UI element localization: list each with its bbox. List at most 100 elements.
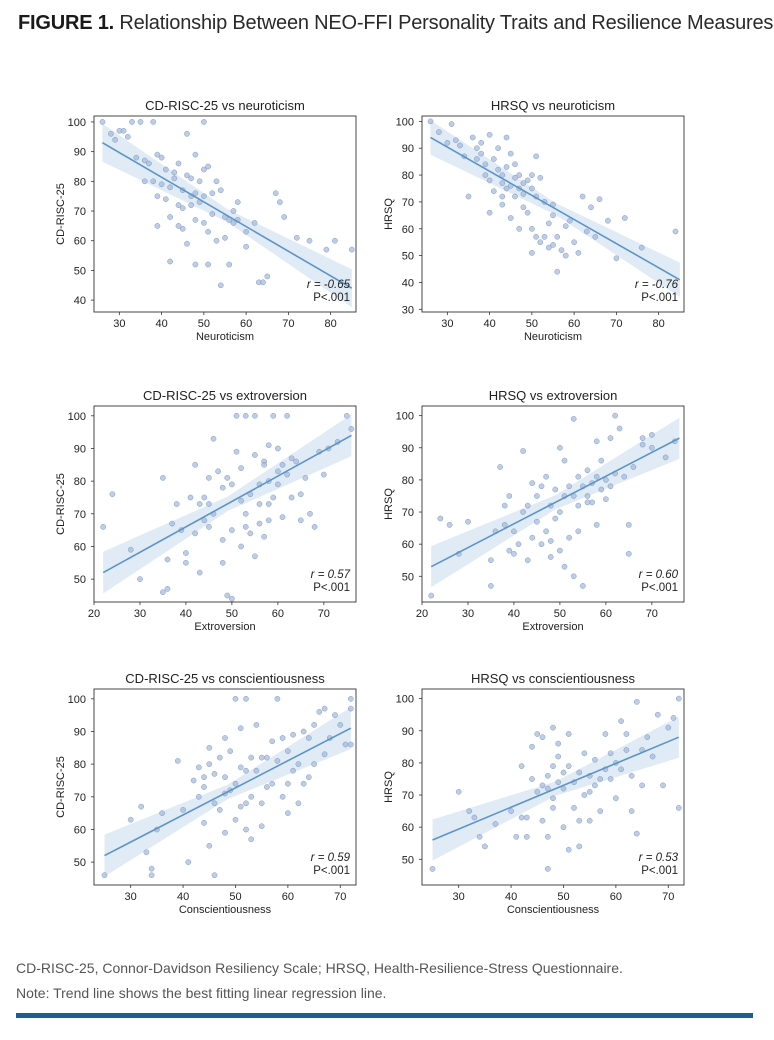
y-tick-label: 100 bbox=[396, 411, 414, 423]
data-point bbox=[205, 228, 211, 235]
data-point bbox=[293, 234, 300, 241]
data-point bbox=[476, 833, 483, 840]
data-point bbox=[633, 699, 640, 705]
data-point bbox=[524, 177, 531, 184]
x-axis-label: Conscientiousness bbox=[507, 904, 600, 916]
data-point bbox=[466, 808, 473, 814]
x-tick-label: 20 bbox=[416, 608, 428, 620]
data-point bbox=[469, 134, 476, 141]
data-point bbox=[275, 468, 281, 475]
data-point bbox=[190, 777, 197, 784]
data-point bbox=[222, 234, 228, 241]
data-point bbox=[612, 412, 618, 419]
y-tick-label: 40 bbox=[74, 295, 86, 307]
x-tick-label: 30 bbox=[441, 318, 453, 330]
scatter-chart: CD-RISC-25 vs conscientiousness 30 40 50 60 7… bbox=[55, 671, 357, 916]
data-point bbox=[251, 220, 258, 226]
data-point bbox=[482, 843, 488, 850]
y-tick-label: 70 bbox=[402, 507, 414, 519]
data-point bbox=[160, 475, 166, 481]
data-point bbox=[158, 154, 165, 161]
data-point bbox=[279, 461, 286, 468]
data-point bbox=[175, 223, 182, 229]
data-point bbox=[571, 805, 577, 811]
regression-line bbox=[104, 727, 352, 857]
data-point bbox=[570, 416, 577, 422]
data-point bbox=[243, 826, 249, 833]
data-point bbox=[639, 441, 646, 448]
data-point bbox=[201, 820, 207, 826]
data-point bbox=[616, 425, 623, 432]
data-point bbox=[516, 172, 523, 178]
data-point bbox=[446, 522, 453, 528]
regression-line bbox=[430, 437, 680, 568]
data-point bbox=[222, 829, 228, 836]
data-point bbox=[437, 515, 444, 522]
data-point bbox=[237, 764, 244, 771]
data-point bbox=[486, 131, 493, 138]
chart-title: CD-RISC-25 vs neuroticism bbox=[145, 98, 305, 113]
data-point bbox=[297, 517, 304, 524]
data-point bbox=[488, 557, 494, 564]
data-point bbox=[256, 520, 263, 527]
data-point bbox=[584, 493, 591, 499]
y-tick-label: 60 bbox=[74, 824, 86, 836]
data-point bbox=[201, 166, 207, 173]
data-point bbox=[625, 550, 632, 557]
data-point bbox=[129, 119, 135, 125]
data-point bbox=[264, 754, 270, 761]
data-point bbox=[233, 412, 240, 419]
data-point bbox=[192, 190, 199, 197]
data-point bbox=[209, 211, 216, 217]
x-tick-label: 30 bbox=[125, 891, 137, 903]
y-tick-label: 60 bbox=[74, 541, 86, 553]
data-point bbox=[537, 239, 544, 246]
data-point bbox=[242, 510, 249, 517]
x-axis-label: Conscientiousness bbox=[179, 904, 272, 916]
data-point bbox=[586, 788, 593, 795]
data-point bbox=[513, 833, 520, 840]
data-point bbox=[205, 261, 211, 268]
data-point bbox=[596, 196, 603, 203]
data-point bbox=[99, 119, 106, 125]
data-point bbox=[550, 724, 556, 731]
data-point bbox=[544, 772, 551, 779]
regression-line bbox=[102, 142, 353, 289]
data-point bbox=[306, 237, 313, 244]
data-point bbox=[201, 220, 207, 226]
data-point bbox=[290, 767, 296, 774]
data-point bbox=[495, 145, 501, 152]
data-point bbox=[215, 468, 221, 475]
data-point bbox=[523, 833, 530, 840]
data-point bbox=[675, 805, 682, 811]
data-point bbox=[164, 586, 171, 592]
correlation-r: r = -0.65 bbox=[307, 279, 351, 291]
y-tick-label: 90 bbox=[402, 726, 414, 738]
scatter-chart: CD-RISC-25 vs extroversion 20 30 40 50 60 70 50… bbox=[55, 388, 357, 633]
x-tick-label: 60 bbox=[568, 318, 580, 330]
data-point bbox=[288, 494, 295, 501]
x-axis-label: Neuroticism bbox=[524, 331, 582, 343]
data-point bbox=[492, 821, 499, 827]
data-point bbox=[448, 121, 455, 127]
data-point bbox=[602, 731, 609, 737]
data-point bbox=[649, 753, 656, 760]
data-point bbox=[226, 261, 233, 268]
scatter-chart: HRSQ vs conscientiousness 30 40 50 60 70 50 60 7… bbox=[383, 671, 685, 916]
data-point bbox=[597, 776, 604, 782]
data-point bbox=[305, 774, 312, 781]
data-point bbox=[279, 793, 286, 800]
regression-line bbox=[430, 136, 681, 281]
data-point bbox=[192, 530, 198, 537]
x-tick-label: 30 bbox=[462, 608, 474, 620]
figure-label: FIGURE 1. bbox=[18, 12, 114, 34]
data-point bbox=[300, 780, 307, 787]
data-point bbox=[482, 172, 489, 178]
x-axis-label: Neuroticism bbox=[196, 331, 254, 343]
data-point bbox=[508, 808, 514, 814]
data-point bbox=[488, 583, 494, 589]
data-point bbox=[206, 501, 212, 507]
data-point bbox=[347, 741, 354, 748]
data-point bbox=[512, 193, 518, 200]
scatter-chart: CD-RISC-25 vs neuroticism 30 40 50 60 70 80 40 5… bbox=[55, 98, 357, 343]
